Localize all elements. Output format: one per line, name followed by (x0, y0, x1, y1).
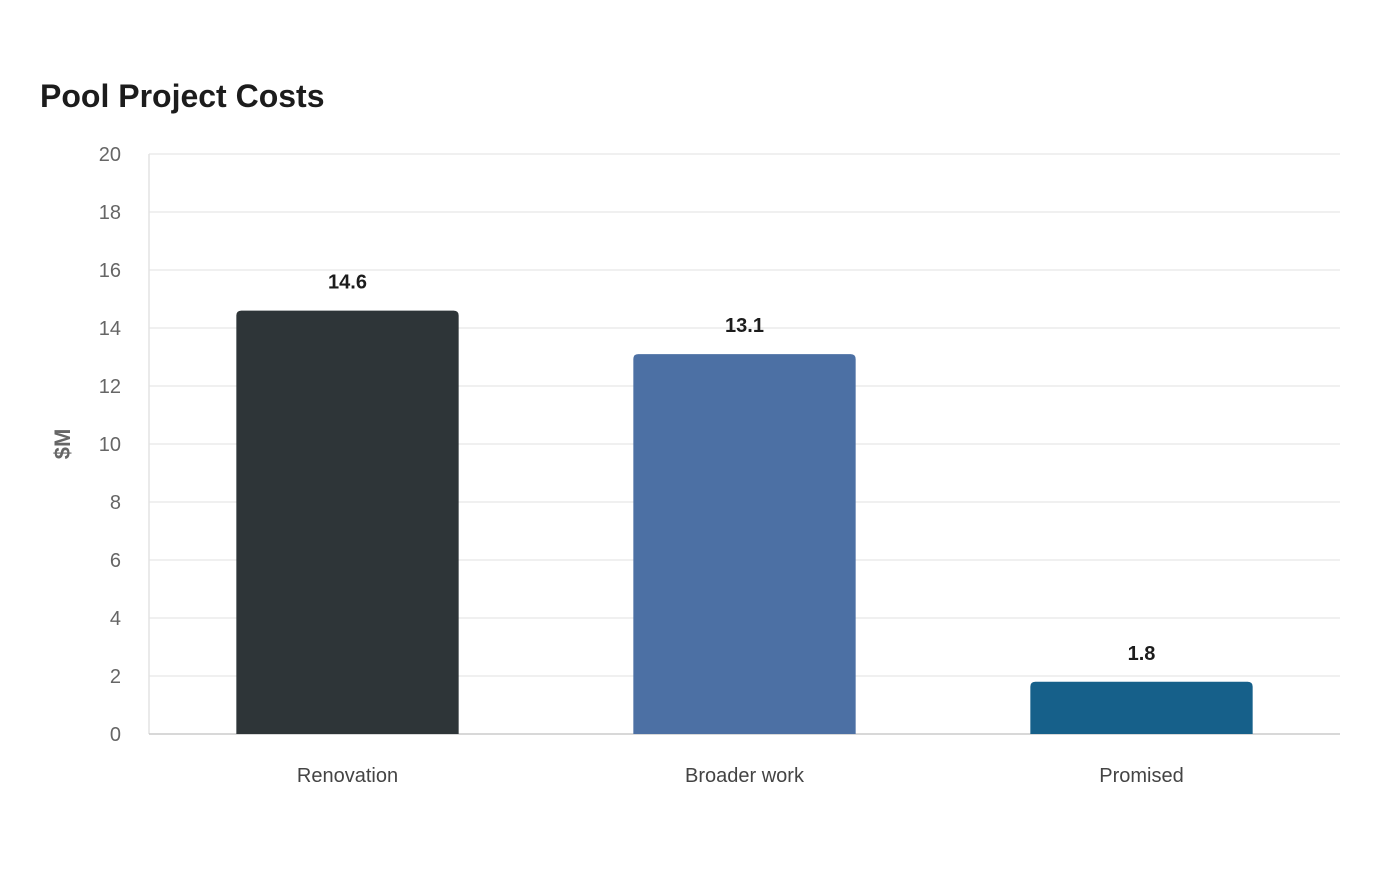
y-tick-label: 6 (110, 550, 121, 572)
y-tick-label: 12 (99, 376, 121, 398)
y-tick-label: 18 (99, 202, 121, 224)
bar-broader-work (633, 354, 856, 734)
y-tick-label: 14 (99, 318, 121, 340)
y-tick-label: 0 (110, 724, 121, 746)
data-label: 14.6 (328, 272, 367, 294)
x-tick-label: Promised (1099, 765, 1183, 787)
y-tick-label: 20 (99, 144, 121, 166)
y-tick-label: 2 (110, 666, 121, 688)
bar-promised (1030, 681, 1253, 734)
y-axis-title: $M (50, 429, 75, 460)
bar-renovation (236, 310, 459, 734)
data-label: 13.1 (725, 315, 764, 337)
x-tick-label: Renovation (297, 765, 398, 787)
data-label: 1.8 (1128, 643, 1156, 665)
y-tick-label: 4 (110, 608, 121, 630)
y-tick-label: 16 (99, 260, 121, 282)
y-tick-label: 8 (110, 492, 121, 514)
x-tick-label: Broader work (685, 765, 805, 787)
y-tick-label: 10 (99, 434, 121, 456)
chart-title: Pool Project Costs (40, 78, 325, 114)
labels: 14.6 Renovation 13.1 Broader work 1.8 Promise… (297, 272, 1184, 787)
bars (236, 310, 1253, 734)
